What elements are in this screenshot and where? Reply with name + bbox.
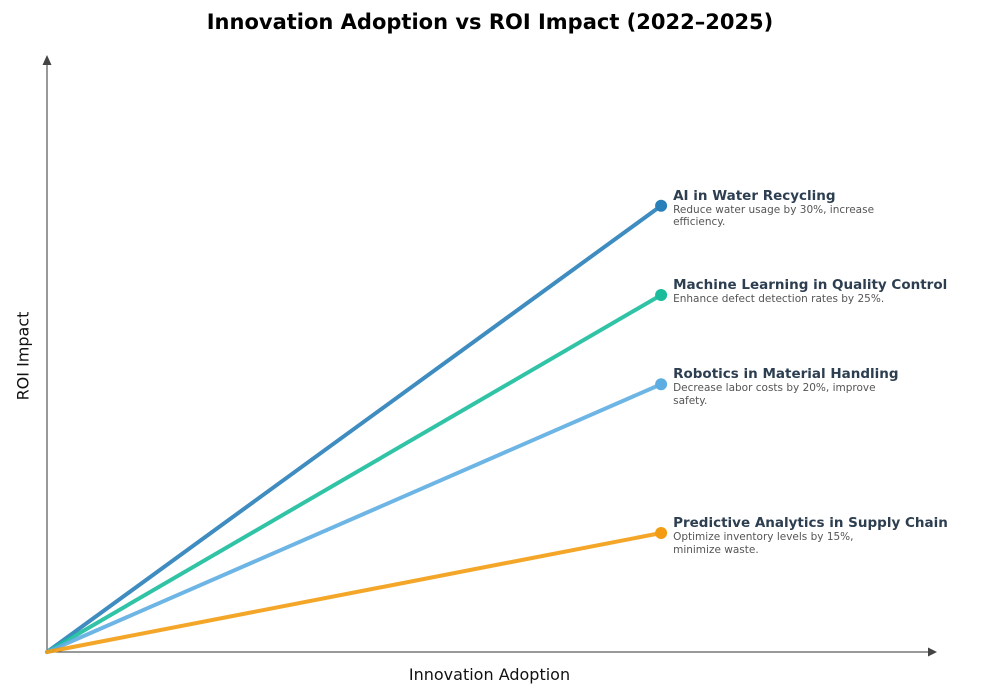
annotation-description: Reduce water usage by 30%, increase effi…: [673, 203, 875, 229]
annotation-title: AI in Water Recycling: [673, 187, 836, 204]
annotation: Machine Learning in Quality Control Enhan…: [673, 277, 963, 306]
series-line: [45, 293, 664, 654]
annotation: Predictive Analytics in Supply Chain Opti…: [673, 515, 963, 556]
data-point: [655, 527, 668, 539]
series-line: [45, 203, 664, 654]
data-point: [655, 378, 668, 391]
annotation-description: Enhance defect detection rates by 25%.: [673, 293, 885, 305]
y-axis-label: ROI Impact: [13, 311, 33, 401]
series-line: [45, 531, 664, 654]
chart-title: Innovation Adoption vs ROI Impact (2022–…: [206, 10, 774, 34]
annotation-title: Robotics in Material Handling: [673, 366, 899, 383]
series-line: [45, 382, 664, 654]
annotation: Robotics in Material Handling Decrease la…: [673, 366, 963, 407]
annotation-description: Optimize inventory levels by 15%, minimi…: [673, 531, 854, 556]
x-axis-arrow: [928, 647, 937, 657]
y-axis-arrow: [42, 55, 52, 65]
data-point: [655, 199, 668, 212]
data-point: [655, 289, 668, 301]
x-axis-label: Innovation Adoption: [408, 665, 571, 684]
annotation-title: Predictive Analytics in Supply Chain: [673, 515, 948, 531]
annotation: AI in Water Recycling Reduce water usage …: [673, 188, 963, 229]
annotation-description: Decrease labor costs by 20%, improve saf…: [673, 382, 876, 407]
annotation-title: Machine Learning in Quality Control: [673, 277, 948, 293]
